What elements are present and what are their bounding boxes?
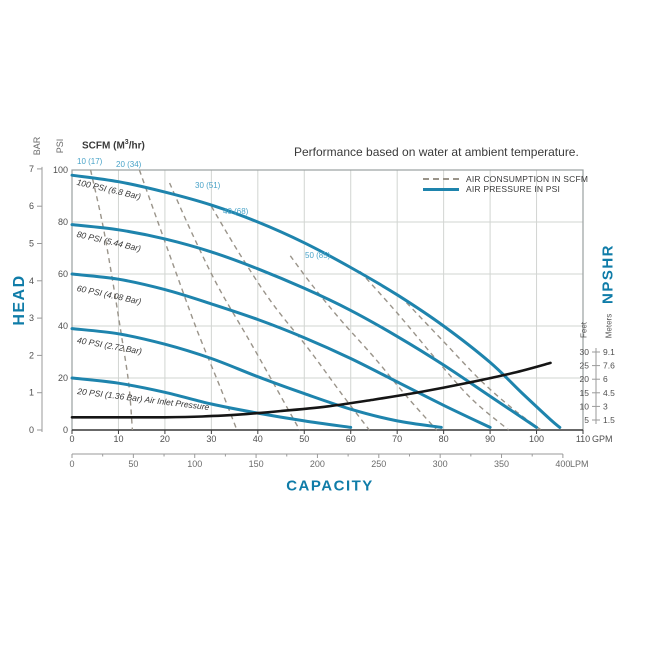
dashed-line-swatch-icon bbox=[423, 178, 459, 180]
air-pressure-curve bbox=[70, 173, 562, 429]
scfm-label-10: 10 (17) bbox=[77, 157, 103, 166]
air-pressure-curve bbox=[70, 327, 443, 429]
legend: AIR CONSUMPTION IN SCFM AIR PRESSURE IN … bbox=[423, 174, 588, 194]
gpm-unit-label: GPM bbox=[592, 434, 613, 444]
bar-tick-label: 3 bbox=[29, 313, 34, 323]
meters-tick-label: 1.5 bbox=[603, 415, 615, 425]
lpm-unit-label: LPM bbox=[570, 459, 589, 469]
air-consumption-curve bbox=[138, 169, 238, 431]
chart-note: Performance based on water at ambient te… bbox=[294, 145, 579, 159]
npshr-curve bbox=[70, 361, 552, 419]
psi-tick-label: 80 bbox=[58, 217, 68, 227]
scfm-header-post: /hr) bbox=[128, 140, 145, 152]
scfm-label-30: 30 (51) bbox=[195, 181, 221, 190]
feet-tick-label: 15 bbox=[580, 388, 590, 398]
gpm-tick-label: 80 bbox=[439, 434, 449, 444]
gpm-tick-label: 70 bbox=[392, 434, 402, 444]
air-consumption-curve bbox=[89, 169, 134, 431]
psi-axis-unit-label: PSI bbox=[55, 138, 65, 154]
air-consumption-curve bbox=[359, 270, 510, 431]
solid-line-swatch-icon bbox=[423, 187, 459, 191]
gpm-tick-label: 90 bbox=[485, 434, 495, 444]
lpm-tick-label: 50 bbox=[128, 459, 138, 469]
meters-tick-label: 9.1 bbox=[603, 347, 615, 357]
meters-tick-label: 6 bbox=[603, 374, 608, 384]
gpm-tick-label: 110 bbox=[576, 434, 590, 444]
air-consumption-curve bbox=[210, 206, 370, 431]
scfm-label-40: 40 (68) bbox=[223, 207, 249, 216]
feet-scale-label: Feet bbox=[579, 321, 589, 339]
lpm-tick-label: 200 bbox=[310, 459, 325, 469]
capacity-axis-title: CAPACITY bbox=[286, 477, 374, 495]
gpm-tick-label: 10 bbox=[113, 434, 123, 444]
feet-tick-label: 25 bbox=[580, 361, 590, 371]
gpm-tick-label: 50 bbox=[299, 434, 309, 444]
psi-tick-label: 100 bbox=[53, 165, 68, 175]
lpm-tick-label: 350 bbox=[494, 459, 509, 469]
lpm-tick-label: 0 bbox=[69, 459, 74, 469]
feet-tick-label: 30 bbox=[580, 347, 590, 357]
feet-tick-label: 10 bbox=[580, 401, 590, 411]
gpm-tick-label: 30 bbox=[206, 434, 216, 444]
bar-tick-label: 0 bbox=[29, 425, 34, 435]
bar-tick-label: 1 bbox=[29, 388, 34, 398]
gpm-tick-label: 100 bbox=[529, 434, 544, 444]
feet-tick-label: 5 bbox=[584, 415, 589, 425]
lpm-tick-label: 100 bbox=[187, 459, 202, 469]
psi-tick-label: 0 bbox=[63, 425, 68, 435]
gpm-tick-label: 0 bbox=[69, 434, 74, 444]
meters-scale-label: Meters bbox=[604, 313, 614, 339]
air-consumption-curve bbox=[405, 302, 542, 431]
meters-tick-label: 3 bbox=[603, 401, 608, 411]
bar-axis-unit-label: BAR bbox=[32, 136, 42, 156]
gpm-tick-label: 40 bbox=[253, 434, 263, 444]
psi-tick-label: 20 bbox=[58, 373, 68, 383]
lpm-tick-label: 150 bbox=[249, 459, 264, 469]
legend-row-consumption: AIR CONSUMPTION IN SCFM bbox=[423, 174, 588, 184]
bar-tick-label: 4 bbox=[29, 276, 34, 286]
npshr-axis-title: NPSHR bbox=[599, 243, 617, 305]
bar-tick-label: 7 bbox=[29, 164, 34, 174]
legend-consumption-label: AIR CONSUMPTION IN SCFM bbox=[466, 174, 589, 184]
air-consumption-curve bbox=[168, 182, 301, 431]
scfm-label-20: 20 (34) bbox=[116, 160, 142, 169]
scfm-header-pre: SCFM (M bbox=[82, 140, 125, 152]
gpm-tick-label: 60 bbox=[346, 434, 356, 444]
air-pressure-curve bbox=[70, 272, 492, 429]
gpm-tick-label: 20 bbox=[160, 434, 170, 444]
legend-row-pressure: AIR PRESSURE IN PSI bbox=[423, 184, 588, 194]
scfm-units-header: SCFM (M3/hr) bbox=[82, 139, 145, 151]
psi-tick-label: 40 bbox=[58, 321, 68, 331]
air-consumption-curve bbox=[289, 255, 438, 431]
lpm-tick-label: 300 bbox=[433, 459, 448, 469]
psi-tick-label: 60 bbox=[58, 269, 68, 279]
meters-tick-label: 7.6 bbox=[603, 361, 615, 371]
scfm-header-sup: 3 bbox=[124, 139, 129, 146]
scfm-label-50: 50 (85) bbox=[305, 251, 331, 260]
bar-tick-label: 6 bbox=[29, 201, 34, 211]
bar-tick-label: 2 bbox=[29, 350, 34, 360]
head-axis-title: HEAD bbox=[11, 274, 28, 326]
lpm-tick-label: 400 bbox=[555, 459, 570, 469]
feet-tick-label: 20 bbox=[580, 374, 590, 384]
bar-tick-label: 5 bbox=[29, 239, 34, 249]
legend-pressure-label: AIR PRESSURE IN PSI bbox=[466, 184, 561, 194]
air-pressure-curve bbox=[70, 223, 538, 429]
lpm-tick-label: 250 bbox=[371, 459, 386, 469]
meters-tick-label: 4.5 bbox=[603, 388, 615, 398]
air-pressure-curve bbox=[70, 376, 353, 429]
